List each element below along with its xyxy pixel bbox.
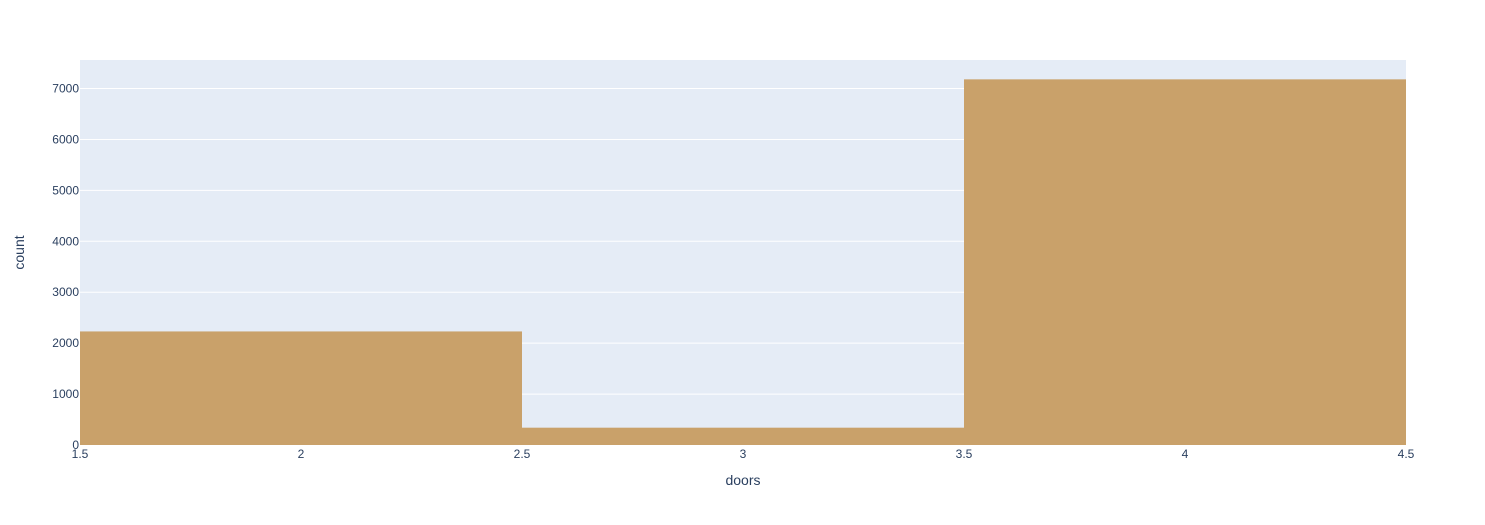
y-tick-label: 2000 [52, 336, 79, 350]
y-tick-label: 1000 [52, 387, 79, 401]
x-axis-ticks: 1.5 2 2.5 3 3.5 4 4.5 [72, 447, 1415, 461]
x-tick-label: 2.5 [514, 447, 531, 461]
y-tick-label: 3000 [52, 285, 79, 299]
y-tick-label: 4000 [52, 234, 79, 248]
y-axis-title: count [11, 235, 27, 269]
histogram-bar [964, 79, 1406, 445]
y-axis-ticks: 0 1000 2000 3000 4000 5000 6000 7000 [52, 82, 79, 452]
y-tick-label: 5000 [52, 183, 79, 197]
x-tick-label: 4 [1182, 447, 1189, 461]
histogram-bar [80, 331, 522, 445]
x-tick-label: 3.5 [956, 447, 973, 461]
y-tick-label: 7000 [52, 82, 79, 96]
y-tick-label: 6000 [52, 132, 79, 146]
x-axis-title: doors [725, 472, 760, 488]
x-tick-label: 4.5 [1398, 447, 1415, 461]
y-tick-label: 0 [72, 438, 79, 452]
x-tick-label: 3 [740, 447, 747, 461]
x-tick-label: 1.5 [72, 447, 89, 461]
x-tick-label: 2 [298, 447, 305, 461]
histogram-bar [522, 427, 964, 445]
bars [80, 79, 1406, 445]
